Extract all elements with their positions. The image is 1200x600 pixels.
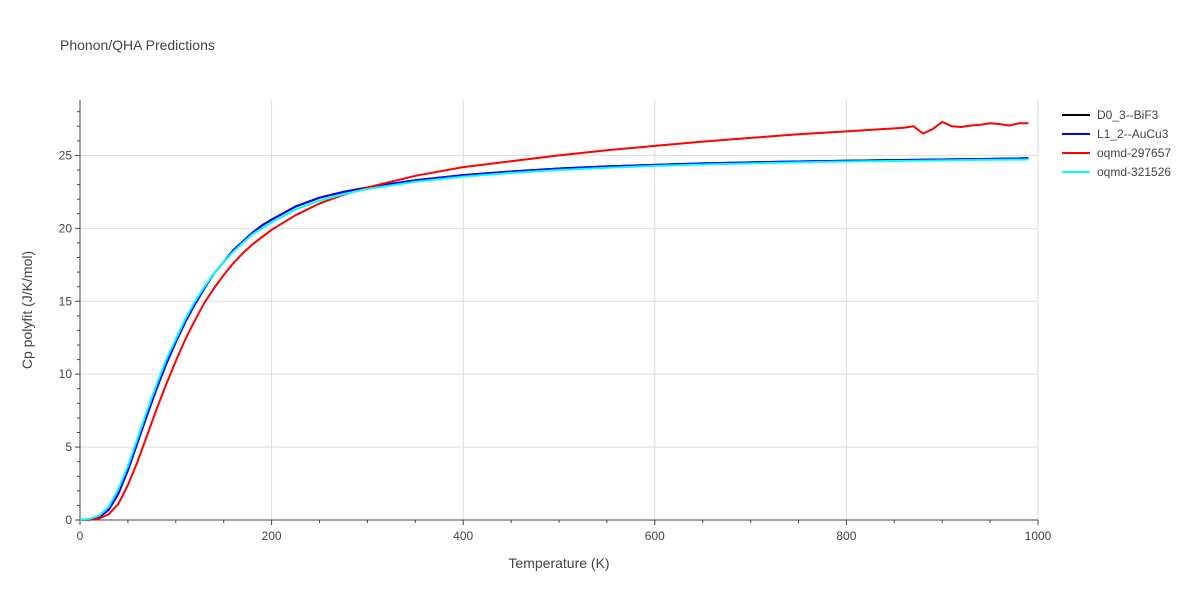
legend-item[interactable]: L1_2--AuCu3 <box>1062 127 1169 141</box>
series-line-l1-2-aucu3[interactable] <box>79 157 1029 521</box>
legend-item[interactable]: oqmd-297657 <box>1062 146 1171 160</box>
y-tick-label: 25 <box>59 148 73 162</box>
y-tick-label: 10 <box>59 367 73 381</box>
y-tick-label: 5 <box>65 440 72 454</box>
x-tick-label: 600 <box>645 529 665 543</box>
x-tick-label: 200 <box>262 529 282 543</box>
plot-series <box>79 120 1029 521</box>
chart-title: Phonon/QHA Predictions <box>60 37 215 53</box>
series-line-oqmd-321526[interactable] <box>79 158 1029 521</box>
legend-label: oqmd-297657 <box>1097 146 1171 160</box>
legend-item[interactable]: oqmd-321526 <box>1062 165 1171 179</box>
y-tick-label: 20 <box>59 221 73 235</box>
y-tick-label: 0 <box>65 513 72 527</box>
legend-item[interactable]: D0_3--BiF3 <box>1062 108 1159 122</box>
x-axis-title: Temperature (K) <box>508 555 609 571</box>
legend-label: D0_3--BiF3 <box>1097 108 1159 122</box>
y-tick-label: 15 <box>59 294 73 308</box>
series-line-d0-3-bif3[interactable] <box>79 157 1029 521</box>
y-axis-title: Cp polyfit (J/K/mol) <box>19 251 35 369</box>
grid <box>80 100 1039 520</box>
legend-label: L1_2--AuCu3 <box>1097 127 1169 141</box>
axes: 0 200 400 600 800 1000 0 5 10 15 20 25 <box>59 100 1052 543</box>
x-tick-label: 400 <box>453 529 473 543</box>
legend[interactable]: D0_3--BiF3 L1_2--AuCu3 oqmd-297657 oqmd-321… <box>1062 108 1171 179</box>
legend-label: oqmd-321526 <box>1097 165 1171 179</box>
series-line-oqmd-297657[interactable] <box>79 120 1029 521</box>
x-tick-label: 800 <box>836 529 856 543</box>
x-tick-label: 1000 <box>1025 529 1052 543</box>
x-tick-label: 0 <box>77 529 84 543</box>
